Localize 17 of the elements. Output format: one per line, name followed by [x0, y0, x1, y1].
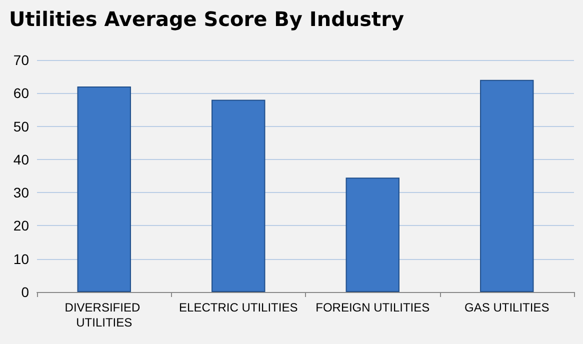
y-tick-label: 0 — [21, 284, 30, 300]
bar — [212, 100, 266, 292]
x-tick-label: FOREIGN UTILITIES — [316, 300, 430, 314]
y-tick-label: 60 — [13, 85, 30, 102]
y-tick-label: 10 — [13, 250, 30, 267]
y-tick-label: 40 — [13, 151, 30, 168]
bar — [346, 178, 400, 292]
y-tick-label: 20 — [13, 218, 30, 234]
x-tick-label: GAS UTILITIES — [464, 300, 550, 314]
bar — [77, 86, 131, 292]
chart-title: Utilities Average Score By Industry — [9, 7, 404, 31]
y-tick-label: 30 — [13, 184, 30, 201]
y-tick-label: 50 — [13, 118, 30, 134]
x-tick-label: ELECTRIC UTILITIES — [179, 300, 298, 314]
x-tick-label: DIVERSIFIED UTILITIES — [64, 300, 144, 330]
y-tick-label: 70 — [13, 52, 30, 68]
bar — [480, 80, 534, 292]
